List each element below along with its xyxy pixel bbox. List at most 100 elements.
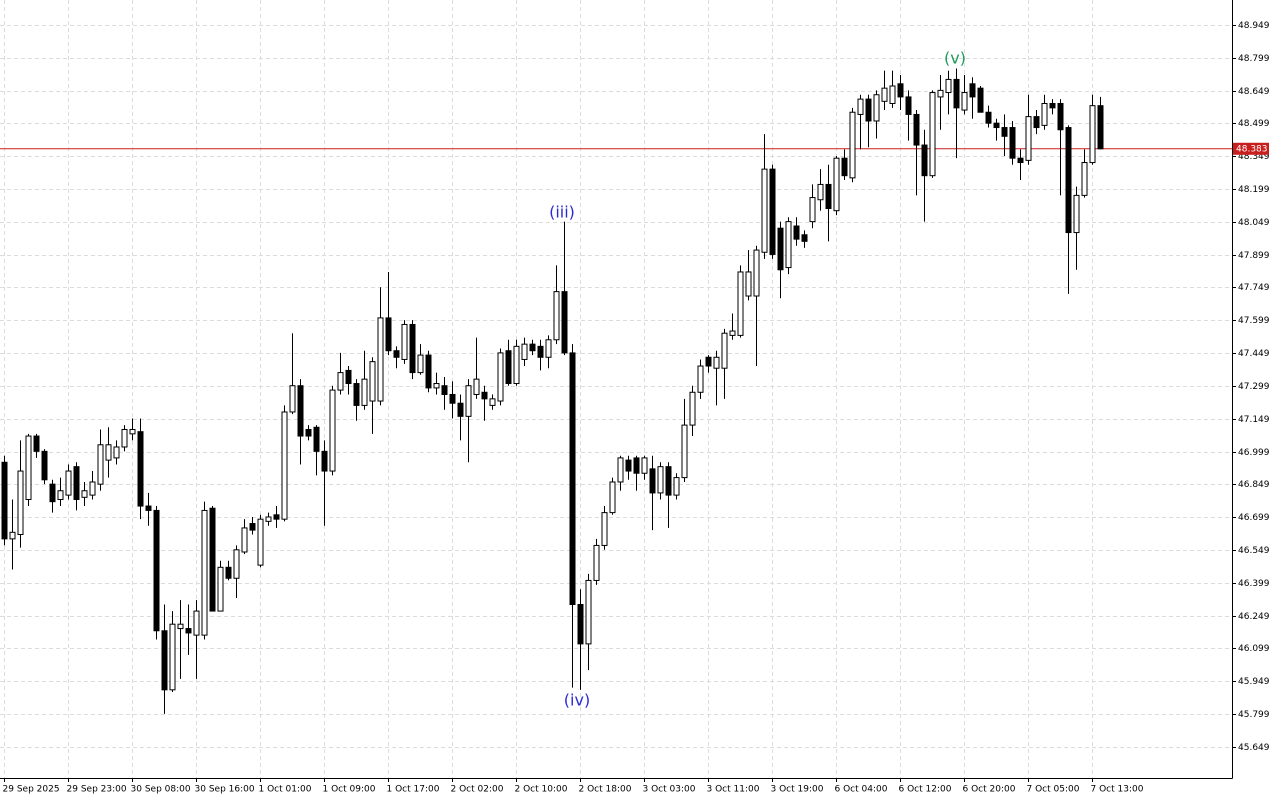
candle-body [729,330,736,336]
candle-body [761,168,768,253]
y-tick-label: 47.449 [1238,349,1270,359]
x-tick-label: 2 Oct 02:00 [451,785,504,795]
candle-body [217,566,224,612]
candle-body [601,512,608,546]
label-layer: 48.949 48.799 48.649 48.499 48.349 48.199 48.0… [3,21,1270,795]
x-tick-label: 29 Sep 23:00 [67,785,127,795]
candle-body [585,579,592,645]
candle-body [1009,127,1016,159]
x-tick-label: 30 Sep 16:00 [195,785,255,795]
candle-body [929,92,936,177]
candle-body [1081,162,1088,196]
candle-body [793,225,800,240]
candle-body [521,343,528,360]
candle-body [753,249,760,297]
price-tag-label: 48.383 [1236,144,1268,154]
candle-body [705,356,712,367]
candle-body [481,391,488,400]
candle-body [633,457,640,474]
y-tick-label: 48.949 [1238,21,1270,31]
candle-body [777,227,784,271]
y-tick-label: 45.949 [1238,677,1270,687]
candle-body [913,113,920,146]
candle-body [1049,102,1056,109]
candle-body [145,505,152,511]
candle-body [985,111,992,124]
x-tick-label: 6 Oct 20:00 [963,785,1016,795]
candle-body [401,323,408,360]
candle-body [305,428,312,437]
x-tick-label: 29 Sep 2025 [3,785,60,795]
x-tick-label: 7 Oct 05:00 [1027,785,1080,795]
candle-body [169,623,176,691]
x-tick-label: 2 Oct 10:00 [515,785,568,795]
candle-body [865,98,872,122]
y-tick-label: 48.499 [1238,119,1270,129]
candle-body [921,144,928,177]
candle-body [289,385,296,413]
candle-body [433,383,440,389]
candle-body [257,518,264,566]
candle-body [1097,105,1104,150]
candle-body [177,623,184,630]
candle-body [489,398,496,406]
candle-body [41,450,48,481]
candle-body [1033,116,1040,129]
candle-body [1073,194,1080,234]
candle-body [49,483,56,503]
candle-body [713,356,720,369]
candle-body [1017,157,1024,164]
y-tick-label: 48.349 [1238,152,1270,162]
candle-body [297,385,304,437]
x-tick-label: 1 Oct 01:00 [259,785,312,795]
x-tick-label: 3 Oct 11:00 [707,785,760,795]
candle-body [385,317,392,352]
wave-label: (iii) [549,203,575,222]
candle-body [769,168,776,255]
candle-body [593,544,600,581]
candle-body [33,435,40,452]
candle-body [337,372,344,391]
y-tick-label: 48.799 [1238,54,1270,64]
candle-body [857,98,864,115]
candle-body [497,352,504,402]
candle-body [937,89,944,98]
price-tag [1233,142,1269,155]
candle-body [313,426,320,452]
candle-body [969,83,976,98]
candle-body [9,531,16,540]
candle-body [81,490,88,498]
candle-body [449,393,456,404]
wave-label: (iv) [564,691,590,710]
candle-body [889,85,896,104]
candle-body [673,477,680,496]
candle-body [113,446,120,459]
candle-body [625,459,632,472]
y-tick-label: 46.699 [1238,513,1270,523]
candle-body [873,94,880,122]
y-tick-label: 48.649 [1238,87,1270,97]
candle-body [441,385,448,395]
candle-body [121,428,128,448]
candle-body [273,514,280,520]
candle-body [569,352,576,606]
y-tick-label: 48.199 [1238,185,1270,195]
candle-body [649,468,656,494]
candle-body [321,450,328,472]
candle-body [153,509,160,632]
x-tick-label: 7 Oct 13:00 [1091,785,1144,795]
candle-body [617,457,624,483]
candle-body [329,389,336,472]
candle-body [577,604,584,645]
candle-body [657,466,664,494]
y-tick-label: 46.549 [1238,546,1270,556]
x-tick-label: 1 Oct 17:00 [387,785,440,795]
candle-body [1041,102,1048,126]
y-tick-label: 47.749 [1238,283,1270,293]
x-tick-label: 6 Oct 12:00 [899,785,952,795]
candle-body [129,428,136,435]
y-tick-label: 47.599 [1238,316,1270,326]
y-tick-label: 45.649 [1238,743,1270,753]
candle-body [561,291,568,354]
candle-body [505,350,512,385]
